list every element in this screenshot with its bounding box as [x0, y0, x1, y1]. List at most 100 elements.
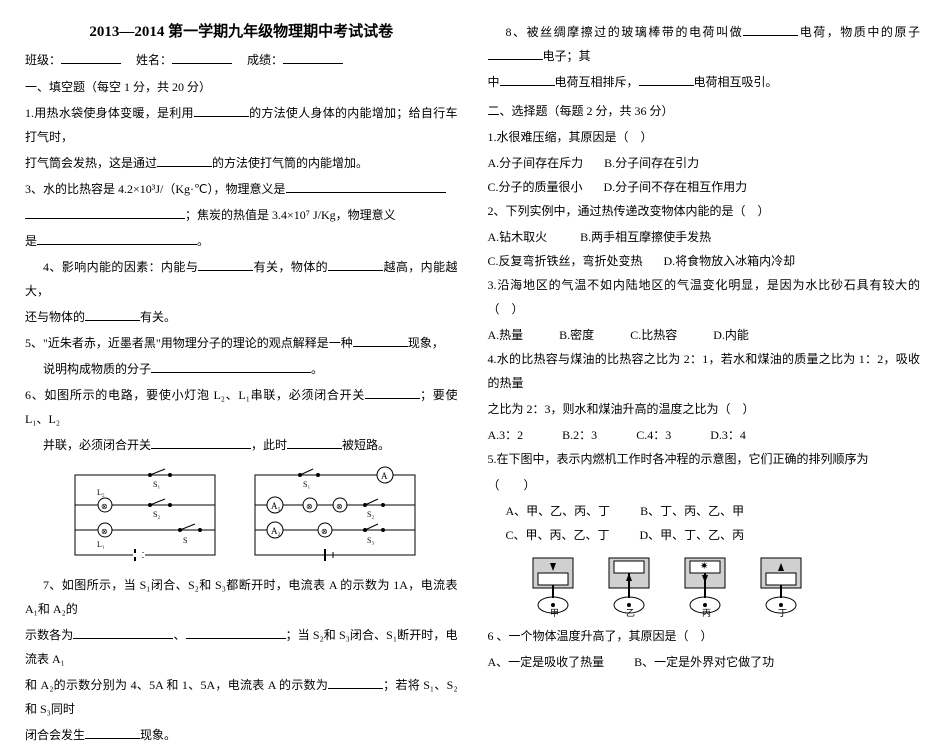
q3-b2: [25, 208, 185, 219]
q5-t3: 说明构成物质的分子: [43, 362, 151, 376]
q4: 4、影响内能的因素：内能与有关，物体的越高，内能越大，: [25, 255, 458, 303]
s2q3-a: A.热量: [488, 328, 524, 342]
s2q1-b: B.分子间存在引力: [604, 156, 699, 170]
engine-diagrams: 甲 乙 ✷ 丙: [518, 553, 921, 618]
exam-title: 2013—2014 第一学期九年级物理期中考试试卷: [25, 20, 458, 41]
q3-t3: 是: [25, 234, 37, 248]
svg-text:丁: 丁: [778, 608, 787, 618]
circuit-2: A₁ A₂ A ⊗ ⊗ ⊗ S₂ S₃ S₁: [245, 465, 425, 565]
s2q4-c: C.4：3: [636, 428, 671, 442]
q3b: ；焦炭的热值是 3.4×10⁷ J/Kg，物理意义: [25, 203, 458, 227]
s2q1: 1.水很难压缩，其原因是（ ）: [488, 125, 921, 149]
svg-text:甲: 甲: [550, 608, 559, 618]
q7-t1: 7、如图所示，当 S₁闭合、S₂和 S₃都断开时，电流表 A 的示数为 1A，电…: [25, 578, 458, 616]
s2q4b: 之比为 2：3，则水和煤油升高的温度之比为（ ）: [488, 397, 921, 421]
svg-text:S: S: [183, 536, 187, 545]
q8-t4: 中: [488, 75, 500, 89]
s2q2-c: C.反复弯折铁丝，弯折处变热: [488, 254, 643, 268]
s2q5-opts1: A、甲、乙、丙、丁 B、丁、丙、乙、甲: [488, 499, 921, 523]
q8-t1: 8、被丝绸摩擦过的玻璃棒带的电荷叫做: [506, 25, 744, 39]
s2q4-a: A.3：2: [488, 428, 524, 442]
q5b: 说明构成物质的分子。: [25, 357, 458, 381]
q7-t3: 、: [173, 628, 185, 642]
q8b: 中电荷互相排斥，电荷相互吸引。: [488, 70, 921, 94]
svg-text:S₁: S₁: [303, 480, 310, 489]
q3-b3: [37, 234, 197, 245]
q3: 3、水的比热容是 4.2×10³J/（Kg·℃），物理意义是: [25, 177, 458, 201]
s2q5b: （ ）: [488, 473, 921, 497]
q8-b4: [639, 75, 694, 86]
q5-t2: 现象，: [408, 336, 444, 350]
name-label: 姓名：: [136, 53, 172, 67]
q7-b2: [186, 628, 286, 639]
s2q2: 2、下列实例中，通过热传递改变物体内能的是（ ）: [488, 199, 921, 223]
s2q5: 5.在下图中，表示内燃机工作时各冲程的示意图，它们正确的排列顺序为: [488, 447, 921, 471]
s2q2-opts2: C.反复弯折铁丝，弯折处变热 D.将食物放入冰箱内冷却: [488, 249, 921, 273]
engine-4: 丁: [746, 553, 816, 618]
svg-text:丙: 丙: [702, 608, 711, 618]
q7b: 示数各为、；当 S₂和 S₃闭合、S₁断开时，电流表 A₁: [25, 623, 458, 671]
q4-t1: 4、影响内能的因素：内能与: [43, 260, 198, 274]
q7d: 闭合会发生现象。: [25, 723, 458, 747]
q4b: 还与物体的 有关。: [25, 305, 458, 329]
class-label: 班级：: [25, 53, 61, 67]
q4-t4: 还与物体的: [25, 310, 85, 324]
svg-text:⊗: ⊗: [306, 502, 313, 511]
s2q5-c: C、甲、丙、乙、丁: [506, 528, 610, 542]
svg-text:S₃: S₃: [367, 536, 374, 545]
q5-b2: [151, 362, 311, 373]
svg-text:⊗: ⊗: [101, 527, 108, 536]
q4-b1: [198, 260, 253, 271]
q1-b1: [194, 106, 249, 117]
s2q2-b: B.两手相互摩擦使手发热: [580, 230, 711, 244]
q5-b1: [353, 336, 408, 347]
q4-b3: [85, 310, 140, 321]
q8-b2: [488, 49, 543, 60]
q6-t3: 并联，必须闭合开关: [43, 438, 151, 452]
q4-b2: [328, 260, 383, 271]
q6: 6、如图所示的电路，要使小灯泡 L₂、L₁串联，必须闭合开关；要使 L₁、L₂: [25, 383, 458, 431]
svg-text:L₁: L₁: [97, 540, 105, 549]
svg-text:A: A: [381, 471, 388, 481]
s2q1-a: A.分子间存在斥力: [488, 156, 584, 170]
q3c: 是。: [25, 229, 458, 253]
s2q6-b: B、一定是外界对它做了功: [634, 655, 774, 669]
q8-t6: 电荷相互吸引。: [694, 75, 778, 89]
q4-t5: 有关。: [140, 310, 176, 324]
s2q4-opts: A.3：2 B.2：3 C.4：3 D.3：4: [488, 423, 921, 447]
name-blank: [172, 52, 232, 64]
svg-text:S₂: S₂: [153, 510, 160, 519]
q8-b1: [743, 25, 798, 36]
s2q1-d: D.分子间不存在相互作用力: [604, 180, 748, 194]
q3-t1: 3、水的比热容是 4.2×10³J/（Kg·℃），物理意义是: [25, 182, 286, 196]
q1-t4: 的方法使打气筒的内能增加。: [212, 156, 368, 170]
s2q6-a: A、一定是吸收了热量: [488, 655, 605, 669]
class-blank: [61, 52, 121, 64]
s2q3-opts: A.热量 B.密度 C.比热容 D.内能: [488, 323, 921, 347]
q7-b1: [73, 628, 173, 639]
q6-t4: ，此时: [251, 438, 287, 452]
q5: 5、"近朱者赤，近墨者黑"用物理分子的理论的观点解释是一种现象，: [25, 331, 458, 355]
q3-b1: [286, 182, 446, 193]
engine-2: 乙: [594, 553, 664, 618]
svg-text:⊗: ⊗: [101, 502, 108, 511]
s2q3-b: B.密度: [559, 328, 594, 342]
q1-t1: 1.用热水袋使身体变暖，是利用: [25, 106, 194, 120]
s2q1-c: C.分子的质量很小: [488, 180, 583, 194]
engine-1: 甲: [518, 553, 588, 618]
q1: 1.用热水袋使身体变暖，是利用的方法使人身体的内能增加；给自行车打气时，: [25, 101, 458, 149]
q7-t2: 示数各为: [25, 628, 73, 642]
s2q3-d: D.内能: [713, 328, 749, 342]
q7-b4: [85, 728, 140, 739]
q8-t2: 电荷，物质中的原子: [798, 25, 920, 39]
score-label: 成绩：: [247, 53, 283, 67]
q8-t3: 电子；其: [543, 49, 591, 63]
svg-text:✷: ✷: [700, 561, 708, 572]
s2q3-c: C.比热容: [630, 328, 677, 342]
q7-t8: 现象。: [140, 728, 176, 742]
s2q4-b: B.2：3: [562, 428, 597, 442]
q7: 7、如图所示，当 S₁闭合、S₂和 S₃都断开时，电流表 A 的示数为 1A，电…: [25, 573, 458, 621]
section1-head: 一、填空题（每空 1 分，共 20 分）: [25, 78, 458, 95]
q6-b2: [151, 438, 251, 449]
s2q2-d: D.将食物放入冰箱内冷却: [664, 254, 796, 268]
